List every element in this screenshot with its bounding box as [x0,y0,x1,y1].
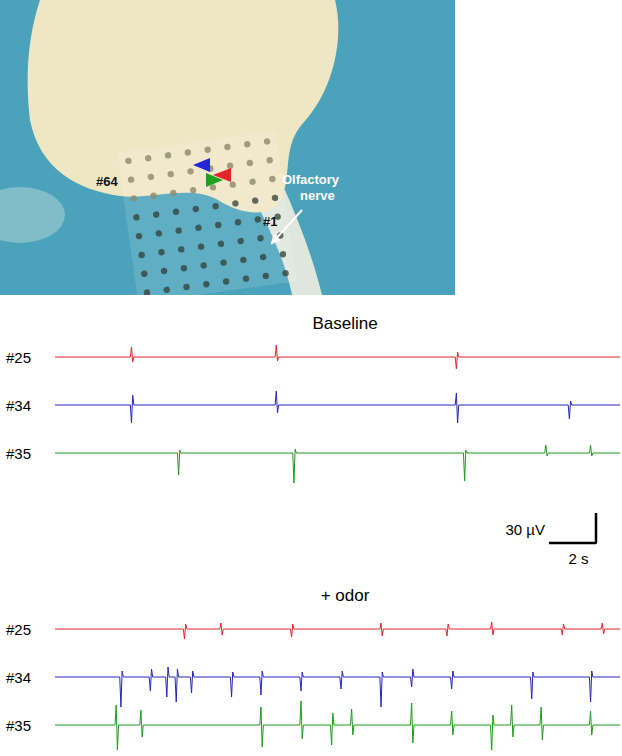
svg-text:30 µV: 30 µV [505,521,545,538]
svg-text:Baseline: Baseline [312,314,377,333]
svg-text:#25: #25 [6,349,31,366]
svg-text:#34: #34 [6,397,31,414]
svg-text:#34: #34 [6,669,31,686]
svg-text:#35: #35 [6,445,31,462]
svg-text:Olfactorynerve: Olfactorynerve [282,172,340,203]
svg-text:#25: #25 [6,621,31,638]
svg-text:#64: #64 [96,174,118,189]
svg-text:+ odor: + odor [321,586,370,605]
svg-text:#1: #1 [263,214,277,229]
svg-text:2 s: 2 s [568,550,588,567]
svg-text:#35: #35 [6,717,31,734]
